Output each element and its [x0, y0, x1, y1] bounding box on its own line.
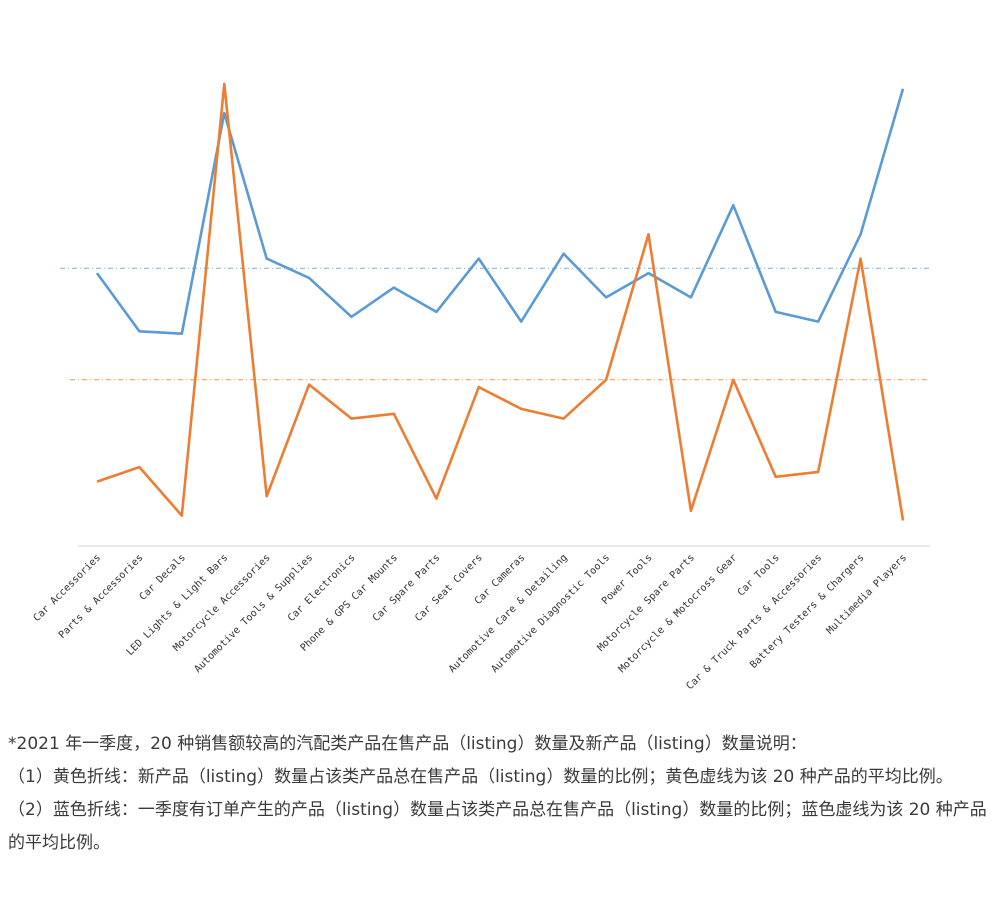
series-lines — [95, 82, 905, 521]
chart-notes: *2021 年一季度，20 种销售额较高的汽配类产品在售产品（listing）数… — [8, 728, 994, 860]
notes-line-1: *2021 年一季度，20 种销售额较高的汽配类产品在售产品（listing）数… — [8, 734, 807, 754]
notes-line-3: （2）蓝色折线：一季度有订单产生的产品（listing）数量占该类产品总在售产品… — [8, 800, 987, 853]
x-tick-label: Parts & Accessories — [57, 552, 146, 641]
x-tick-label: Car Tools — [736, 552, 782, 598]
notes-line-2: （1）黄色折线：新产品（listing）数量占该类产品总在售产品（listing… — [8, 767, 953, 787]
x-tick-label: Multimedia Players — [825, 552, 909, 636]
series-line-2 — [96, 82, 905, 521]
series-line-1 — [95, 88, 905, 336]
